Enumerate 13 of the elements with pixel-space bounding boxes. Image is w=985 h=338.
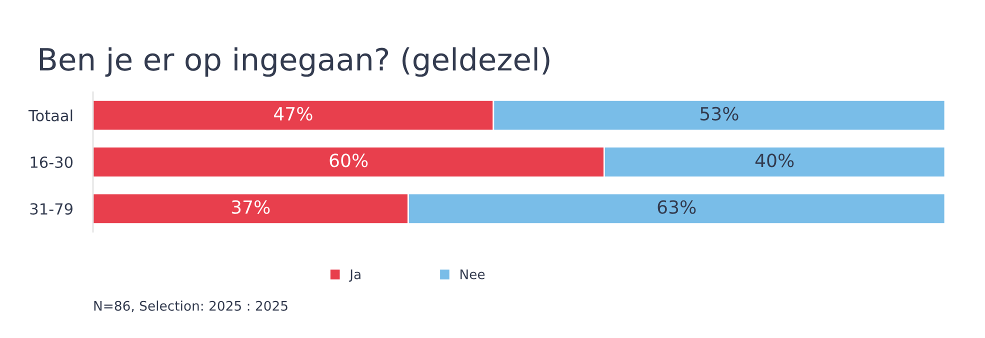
data-label: 40% <box>755 154 794 168</box>
data-label: 47% <box>274 106 312 121</box>
legend-label: Nee <box>460 269 485 280</box>
text: N=86, Selection: 2025 : 2025 <box>94 300 288 312</box>
data-label: 37% <box>232 200 270 214</box>
data-label: 53% <box>700 106 738 121</box>
y-tick-label: Totaal <box>28 110 72 122</box>
data-label: 60% <box>330 154 368 168</box>
y-tick-label: 16-30 <box>30 156 73 168</box>
data-label: 63% <box>658 200 696 214</box>
legend-label: Ja <box>348 269 360 282</box>
chart-title: Ben je er op ingegaan? (geldezel) <box>40 47 550 77</box>
y-tick-label: 31-79 <box>30 203 72 215</box>
